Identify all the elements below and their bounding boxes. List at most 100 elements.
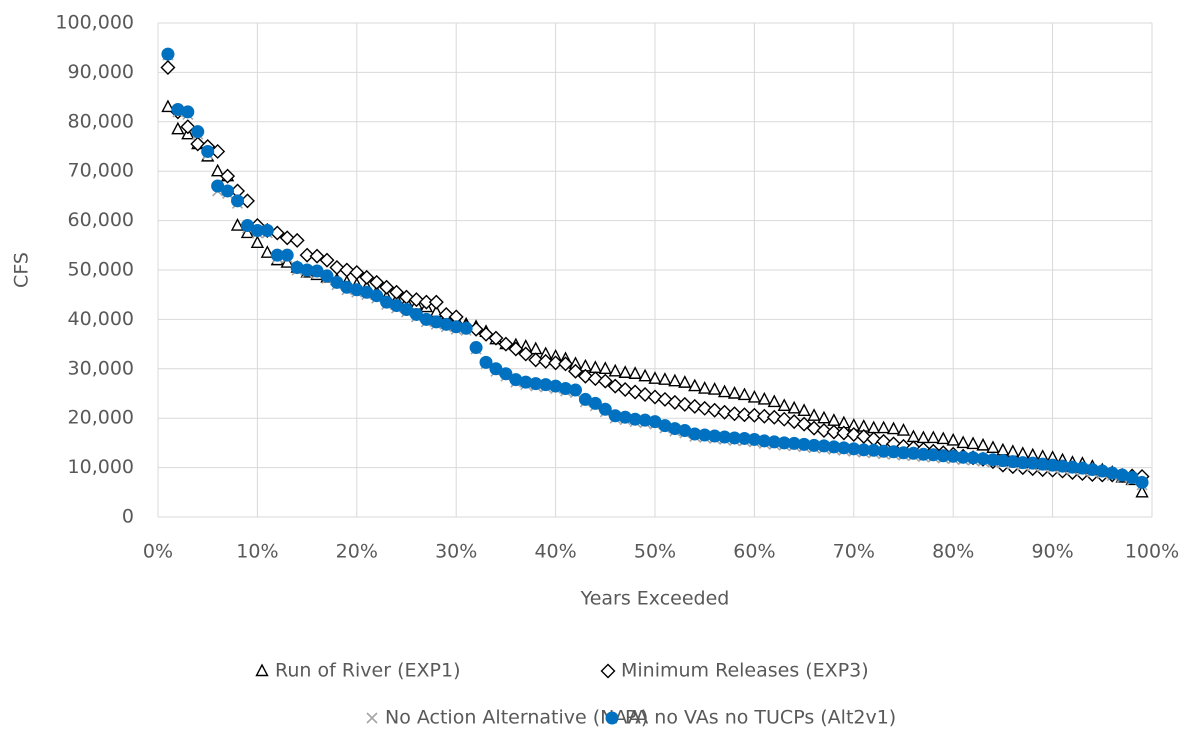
marker-circle (380, 295, 394, 309)
marker-circle (668, 422, 682, 436)
marker-circle (529, 377, 543, 391)
x-tick-label: 30% (435, 541, 477, 563)
marker-circle (638, 413, 652, 427)
marker-circle (628, 412, 642, 426)
marker-triangle (698, 381, 712, 394)
x-tick-label: 80% (932, 541, 974, 563)
marker-circle (419, 312, 433, 326)
legend-label: Minimum Releases (EXP3) (621, 660, 869, 682)
marker-circle (1085, 463, 1099, 477)
marker-circle (996, 454, 1010, 468)
marker-diamond (558, 356, 574, 372)
marker-triangle (210, 163, 225, 177)
x-tick-label: 20% (336, 541, 378, 563)
marker-triangle (936, 431, 950, 445)
marker-triangle (916, 430, 931, 444)
series (161, 47, 1149, 489)
marker-circle (270, 248, 284, 262)
marker-triangle (966, 436, 980, 450)
x-tick-label: 70% (833, 541, 875, 563)
marker-diamond (707, 402, 723, 418)
marker-circle (429, 315, 443, 329)
y-tick-label: 10,000 (68, 456, 134, 478)
y-tick-label: 100,000 (55, 12, 134, 34)
marker-circle (1056, 459, 1070, 473)
marker-circle (1115, 468, 1129, 482)
marker-triangle (240, 225, 255, 239)
x-tick-label: 100% (1125, 541, 1179, 563)
marker-circle (807, 438, 821, 452)
marker-triangle (896, 423, 911, 436)
marker-circle (877, 444, 891, 458)
marker-triangle (529, 341, 543, 355)
marker-circle (221, 184, 235, 198)
marker-triangle (638, 368, 652, 382)
marker-circle (439, 317, 453, 331)
marker-diamond (528, 352, 544, 368)
marker-circle (857, 443, 871, 457)
marker-circle (747, 432, 761, 446)
y-tick-label: 20,000 (68, 407, 134, 429)
marker-diamond (756, 408, 772, 424)
marker-triangle (668, 373, 682, 387)
marker-circle (887, 445, 901, 459)
marker-circle (757, 434, 771, 448)
marker-diamond (349, 264, 365, 280)
marker-triangle (260, 245, 274, 258)
marker-diamond (498, 336, 514, 352)
marker-diamond (667, 394, 683, 410)
marker-diamond (220, 168, 236, 184)
marker-circle (718, 430, 732, 444)
marker-diamond (319, 252, 335, 268)
marker-diamond (488, 330, 504, 346)
marker-diamond (548, 355, 564, 371)
marker-circle (191, 125, 205, 139)
marker-triangle (737, 387, 752, 401)
x-tick-label: 10% (236, 541, 278, 563)
marker-circle (559, 382, 573, 396)
marker-triangle (906, 429, 921, 443)
marker-circle (598, 402, 612, 416)
marker-triangle (171, 121, 185, 135)
marker-circle (847, 442, 861, 456)
marker-circle (1026, 456, 1040, 470)
marker-diamond (567, 363, 583, 379)
marker-triangle (876, 420, 891, 434)
marker-triangle (807, 408, 821, 421)
marker-circle (499, 367, 513, 381)
marker-diamond (600, 663, 616, 679)
marker-circle (1135, 475, 1149, 489)
marker-diamond (389, 284, 405, 300)
x-tick-label: 0% (143, 541, 173, 563)
marker-diamond (299, 247, 315, 263)
marker-diamond (369, 274, 385, 290)
marker-circle (181, 105, 195, 119)
marker-diamond (687, 398, 703, 414)
marker-diamond (597, 373, 613, 389)
marker-triangle (230, 218, 245, 231)
marker-circle (489, 362, 503, 376)
marker-circle (479, 355, 493, 369)
marker-circle (231, 194, 245, 208)
marker-circle (588, 396, 602, 410)
marker-circle (906, 446, 920, 460)
y-tick-label: 40,000 (68, 308, 134, 330)
legend-label: Run of River (EXP1) (275, 660, 460, 682)
marker-triangle (787, 400, 801, 414)
marker-diamond (160, 59, 176, 75)
marker-diamond (379, 279, 395, 295)
marker-circle (1036, 457, 1050, 471)
marker-triangle (707, 382, 722, 395)
marker-diamond (727, 406, 743, 422)
marker-triangle (986, 440, 1000, 454)
marker-triangle (926, 430, 940, 444)
marker-circle (1125, 470, 1139, 484)
marker-circle (350, 283, 364, 297)
marker-circle (1016, 456, 1030, 470)
marker-triangle (757, 391, 771, 405)
y-tick-label: 60,000 (68, 209, 134, 231)
x-axis-title: Years Exceeded (580, 588, 730, 610)
marker-circle (946, 449, 960, 463)
x-tick-label: 60% (733, 541, 775, 563)
marker-triangle (250, 235, 265, 249)
